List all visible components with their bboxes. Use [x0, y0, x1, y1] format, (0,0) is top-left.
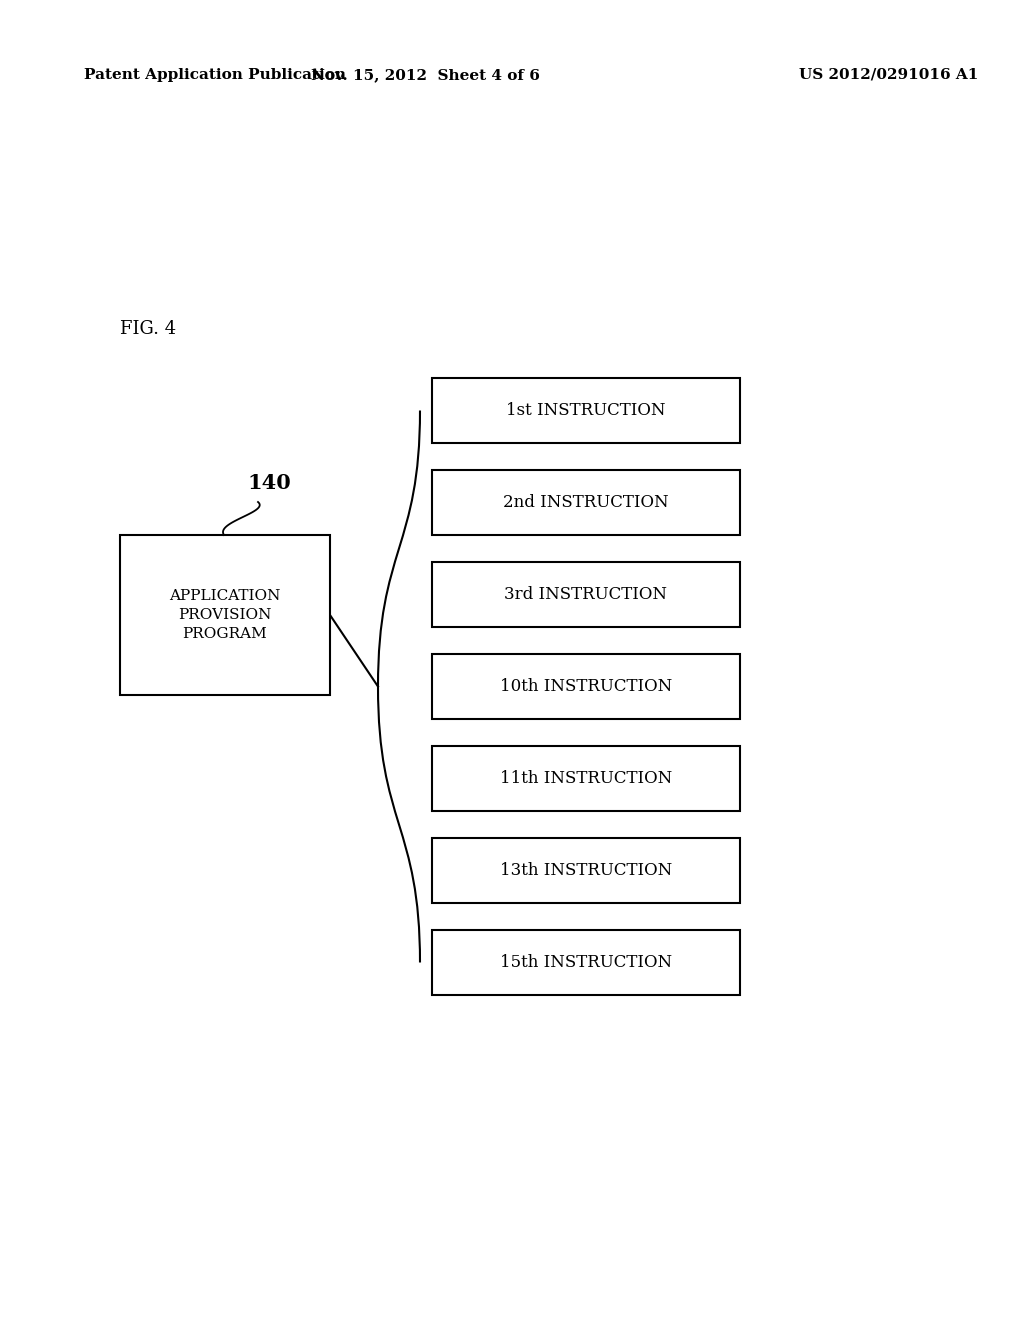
- Text: 15th INSTRUCTION: 15th INSTRUCTION: [500, 954, 672, 972]
- Text: Patent Application Publication: Patent Application Publication: [84, 69, 346, 82]
- Bar: [120, 535, 330, 696]
- Bar: [432, 746, 740, 810]
- Text: 3rd INSTRUCTION: 3rd INSTRUCTION: [505, 586, 668, 603]
- Text: 140: 140: [247, 473, 291, 492]
- Bar: [432, 838, 740, 903]
- Text: 2nd INSTRUCTION: 2nd INSTRUCTION: [503, 494, 669, 511]
- Text: 13th INSTRUCTION: 13th INSTRUCTION: [500, 862, 672, 879]
- Bar: [432, 470, 740, 535]
- Text: US 2012/0291016 A1: US 2012/0291016 A1: [799, 69, 978, 82]
- Bar: [432, 378, 740, 444]
- Text: 11th INSTRUCTION: 11th INSTRUCTION: [500, 770, 672, 787]
- Bar: [432, 931, 740, 995]
- Bar: [432, 562, 740, 627]
- Text: FIG. 4: FIG. 4: [120, 319, 176, 338]
- Bar: [432, 653, 740, 719]
- Text: Nov. 15, 2012  Sheet 4 of 6: Nov. 15, 2012 Sheet 4 of 6: [310, 69, 540, 82]
- Text: 1st INSTRUCTION: 1st INSTRUCTION: [506, 403, 666, 418]
- Text: APPLICATION
PROVISION
PROGRAM: APPLICATION PROVISION PROGRAM: [169, 589, 281, 642]
- Text: 10th INSTRUCTION: 10th INSTRUCTION: [500, 678, 672, 696]
